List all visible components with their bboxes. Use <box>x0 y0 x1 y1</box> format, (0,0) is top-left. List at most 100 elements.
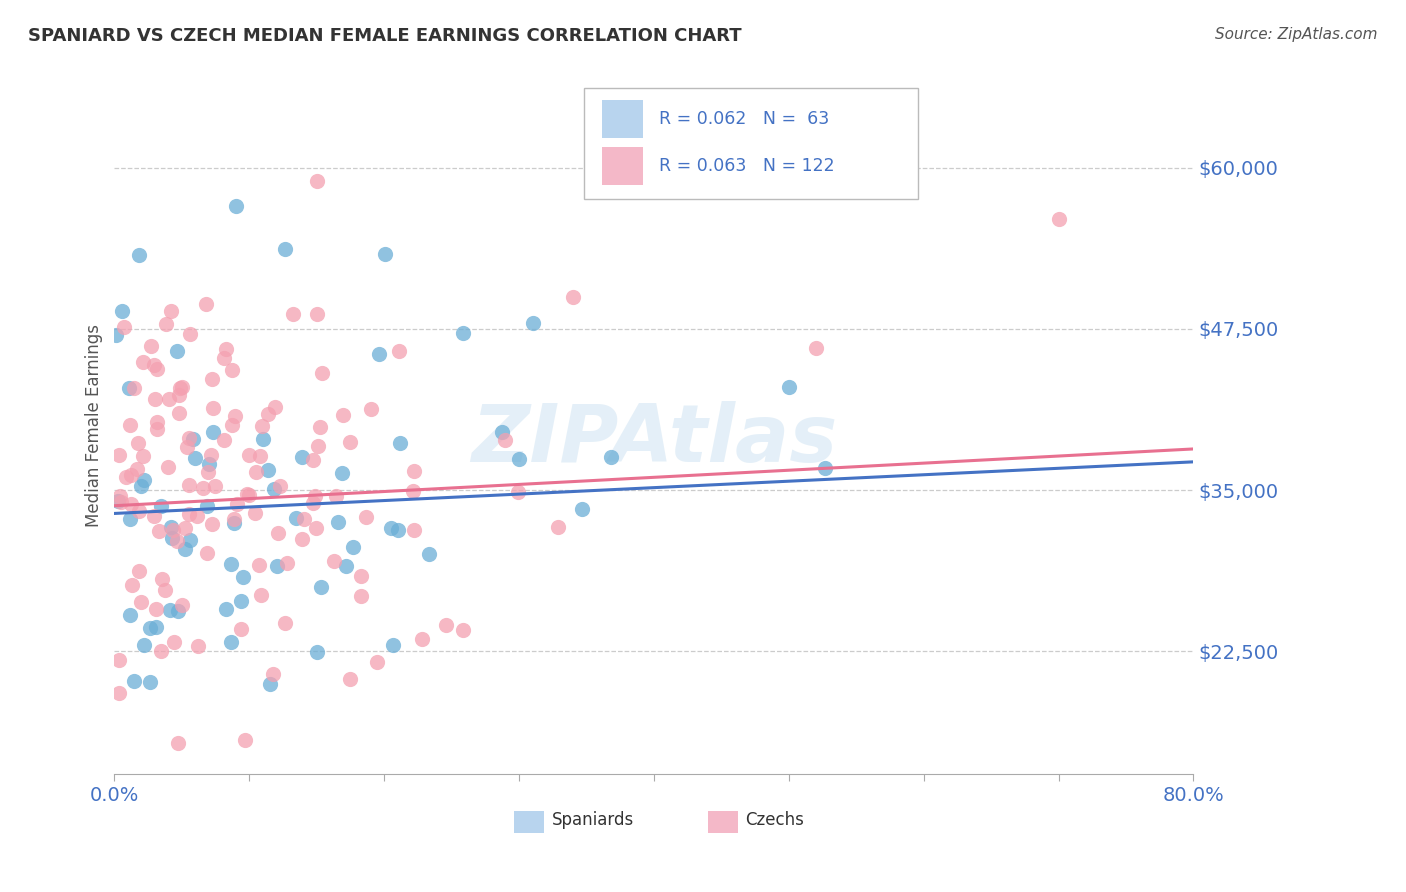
Point <box>179 326 201 341</box>
Point <box>157 392 180 406</box>
Text: SPANIARD VS CZECH MEDIAN FEMALE EARNINGS CORRELATION CHART: SPANIARD VS CZECH MEDIAN FEMALE EARNINGS… <box>28 27 742 45</box>
Text: Czechs: Czechs <box>745 811 804 829</box>
Point <box>166 533 188 548</box>
Point <box>494 433 516 447</box>
Point <box>263 482 285 496</box>
Point <box>162 531 184 545</box>
Point <box>339 672 361 686</box>
Bar <box>513 811 544 833</box>
Point <box>380 521 402 535</box>
Point <box>219 557 242 571</box>
Point <box>108 448 131 462</box>
Point <box>215 601 238 615</box>
Point <box>139 675 162 690</box>
Point <box>167 604 190 618</box>
Point <box>301 496 323 510</box>
Point <box>350 589 373 603</box>
Point <box>120 467 142 482</box>
Point <box>229 594 252 608</box>
Point <box>402 484 425 499</box>
Point <box>243 507 266 521</box>
Point <box>222 516 245 530</box>
Point <box>225 199 247 213</box>
Point <box>200 448 222 462</box>
Point <box>294 511 316 525</box>
Point <box>307 307 329 321</box>
Point <box>451 326 474 341</box>
Point <box>146 421 169 435</box>
Point <box>360 402 382 417</box>
Point <box>491 425 513 439</box>
Point <box>226 498 249 512</box>
Point <box>148 524 170 539</box>
Point <box>181 432 204 446</box>
Point <box>374 247 396 261</box>
Point <box>249 449 271 463</box>
Point <box>120 608 142 623</box>
Point <box>245 465 267 479</box>
Point <box>127 462 149 476</box>
Point <box>339 435 361 450</box>
Text: R = 0.063   N = 122: R = 0.063 N = 122 <box>659 157 835 175</box>
Point <box>305 174 328 188</box>
Point <box>166 343 188 358</box>
Point <box>562 290 585 304</box>
Y-axis label: Median Female Earnings: Median Female Earnings <box>86 324 103 527</box>
Bar <box>602 147 643 186</box>
Point <box>167 387 190 401</box>
Point <box>269 479 291 493</box>
Point <box>238 448 260 462</box>
Point <box>350 569 373 583</box>
Point <box>173 542 195 557</box>
Point <box>107 493 129 508</box>
Point <box>184 450 207 465</box>
Point <box>368 347 391 361</box>
Point <box>305 521 328 535</box>
Point <box>201 372 224 386</box>
Point <box>128 504 150 518</box>
Point <box>204 479 226 493</box>
Point <box>142 358 165 372</box>
Point <box>167 406 190 420</box>
Point <box>330 466 353 480</box>
Point <box>162 523 184 537</box>
FancyBboxPatch shape <box>583 88 918 199</box>
Point <box>141 339 163 353</box>
Point <box>1047 212 1070 227</box>
Point <box>177 431 200 445</box>
Point <box>110 495 132 509</box>
Point <box>304 489 326 503</box>
Point <box>229 622 252 636</box>
Point <box>122 673 145 688</box>
Point <box>132 473 155 487</box>
Point <box>118 512 141 526</box>
Point <box>177 507 200 521</box>
Point <box>157 460 180 475</box>
Point <box>402 464 425 478</box>
Point <box>302 453 325 467</box>
Point <box>186 509 208 524</box>
Point <box>172 598 194 612</box>
Point <box>252 433 274 447</box>
Point <box>112 319 135 334</box>
Point <box>122 381 145 395</box>
Point <box>224 409 246 423</box>
Point <box>250 418 273 433</box>
Point <box>145 620 167 634</box>
Point <box>111 304 134 318</box>
Point <box>118 381 141 395</box>
Text: ZIPAtlas: ZIPAtlas <box>471 401 837 479</box>
Point <box>307 439 329 453</box>
Point <box>197 457 219 471</box>
Point <box>120 497 142 511</box>
Point <box>143 392 166 406</box>
Point <box>325 489 347 503</box>
Point <box>174 521 197 535</box>
Point <box>202 425 225 439</box>
Bar <box>602 100 643 138</box>
Point <box>309 420 332 434</box>
Point <box>388 343 411 358</box>
Point <box>323 554 346 568</box>
Point <box>335 559 357 574</box>
Point <box>143 509 166 524</box>
